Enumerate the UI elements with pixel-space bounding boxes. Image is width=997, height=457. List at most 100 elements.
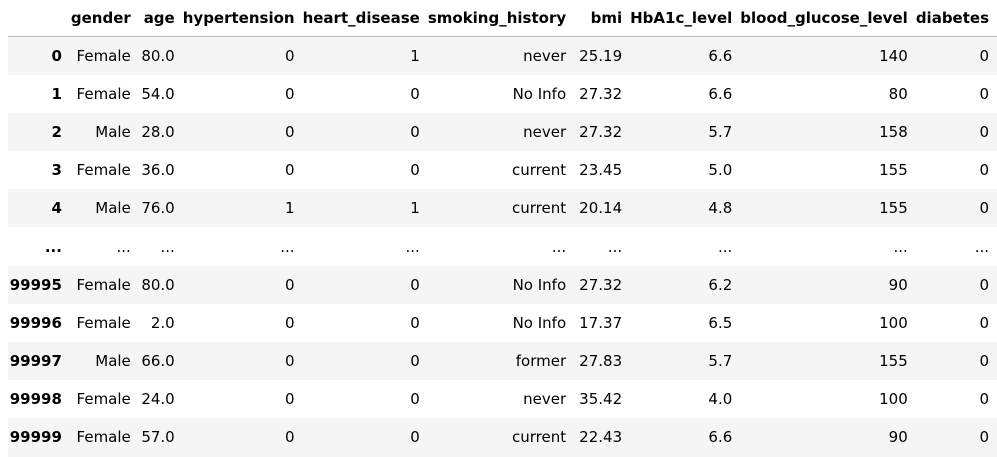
table-cell: 6.6 (708, 428, 733, 447)
table-cell: 155 (879, 161, 908, 180)
table-cell: No Info (512, 313, 567, 332)
table-cell: 0 (285, 428, 295, 447)
column-header: gender (69, 0, 139, 37)
table-cell: 100 (879, 313, 908, 332)
table-cell: 4.8 (708, 199, 733, 218)
table-cell: never (523, 390, 567, 409)
table-cell: 36.0 (141, 161, 175, 180)
table-cell: 155 (879, 352, 908, 371)
table-cell: 80.0 (141, 275, 175, 294)
table-cell: 0 (410, 84, 420, 103)
table-cell: No Info (512, 84, 567, 103)
table-cell: 0 (410, 275, 420, 294)
table-cell: 0 (979, 390, 989, 409)
table-cell: 66.0 (141, 352, 175, 371)
table-cell: ... (893, 237, 908, 256)
dataframe-table: gender age hypertension heart_disease smokin… (8, 0, 997, 457)
table-cell: 0 (285, 122, 295, 141)
table-cell: ... (405, 237, 420, 256)
table-cell: Male (95, 199, 131, 218)
table-cell: 27.32 (579, 84, 623, 103)
table-cell: ... (551, 237, 567, 256)
table-cell: former (515, 352, 567, 371)
table-cell: 0 (410, 352, 420, 371)
column-header: smoking_history (427, 0, 575, 37)
table-cell: 0 (285, 161, 295, 180)
table-cell: ... (974, 237, 989, 256)
table-cell: 23.45 (579, 161, 623, 180)
row-index: 99999 (9, 428, 62, 447)
table-cell: 6.6 (708, 84, 733, 103)
table-cell: current (512, 199, 567, 218)
table-cell: 0 (285, 46, 295, 65)
table-cell: ... (607, 237, 623, 256)
table-cell: 140 (879, 46, 908, 65)
table-cell: 158 (879, 122, 908, 141)
table-cell: 0 (410, 161, 420, 180)
column-header: blood_glucose_level (740, 0, 916, 37)
table-cell: 28.0 (141, 122, 175, 141)
table-row: 0 Female 80.0 0 1 never 25.19 6.6 140 0 (8, 36, 997, 75)
table-cell: 0 (979, 84, 989, 103)
table-cell: 0 (285, 84, 295, 103)
table-cell: 5.7 (708, 122, 733, 141)
table-cell: 155 (879, 199, 908, 218)
table-cell: never (523, 46, 567, 65)
table-row: 99999 Female 57.0 0 0 current 22.43 6.6 90 0 (8, 418, 997, 457)
table-cell: 6.2 (708, 275, 733, 294)
table-cell: 0 (979, 122, 989, 141)
table-cell: 24.0 (141, 390, 175, 409)
table-cell: 27.83 (579, 352, 623, 371)
table-cell: current (512, 428, 567, 447)
table-cell: 54.0 (141, 84, 175, 103)
row-index: 99995 (9, 275, 62, 294)
table-row: 99996 Female 2.0 0 0 No Info 17.37 6.5 100 0 (8, 303, 997, 342)
table-cell: 20.14 (579, 199, 623, 218)
table-cell: 0 (410, 122, 420, 141)
table-cell: 22.43 (579, 428, 623, 447)
header-row: gender age hypertension heart_disease smokin… (8, 0, 997, 37)
table-cell: Male (95, 122, 131, 141)
table-cell: 0 (410, 313, 420, 332)
table-cell: ... (160, 237, 175, 256)
table-cell: 25.19 (579, 46, 623, 65)
table-cell: 2.0 (150, 313, 175, 332)
table-cell: ... (116, 237, 131, 256)
column-header: bmi (574, 0, 631, 37)
table-cell: 0 (285, 352, 295, 371)
table-cell: 100 (879, 390, 908, 409)
table-cell: 57.0 (141, 428, 175, 447)
table-cell: 0 (979, 275, 989, 294)
table-cell: 6.5 (708, 313, 733, 332)
table-cell: ... (280, 237, 295, 256)
table-cell: No Info (512, 275, 567, 294)
table-cell: 0 (979, 313, 989, 332)
table-cell: 4.0 (708, 390, 733, 409)
row-index: 3 (51, 161, 62, 180)
table-cell: 76.0 (141, 199, 175, 218)
table-cell: 5.7 (708, 352, 733, 371)
table-cell: 6.6 (708, 46, 733, 65)
row-index: 99997 (9, 352, 62, 371)
table-cell: 17.37 (579, 313, 623, 332)
table-cell: 1 (410, 46, 420, 65)
table-cell: 0 (979, 46, 989, 65)
table-cell: Female (76, 313, 131, 332)
table-cell: 0 (410, 390, 420, 409)
column-header: HbA1c_level (630, 0, 741, 37)
table-row: 99995 Female 80.0 0 0 No Info 27.32 6.2 90 0 (8, 265, 997, 304)
table-cell: 90 (888, 428, 908, 447)
table-row: 2 Male 28.0 0 0 never 27.32 5.7 158 0 (8, 112, 997, 152)
table-row: .............................. (8, 227, 997, 266)
table-cell: 0 (285, 313, 295, 332)
index-column-header (8, 0, 70, 37)
table-cell: 35.42 (579, 390, 623, 409)
row-index: 99998 (9, 390, 62, 409)
row-index: 4 (51, 199, 62, 218)
table-cell: Female (76, 275, 131, 294)
row-index: ... (44, 237, 62, 256)
column-header: diabetes (915, 0, 997, 37)
column-header: heart_disease (302, 0, 428, 37)
table-cell: 0 (979, 352, 989, 371)
